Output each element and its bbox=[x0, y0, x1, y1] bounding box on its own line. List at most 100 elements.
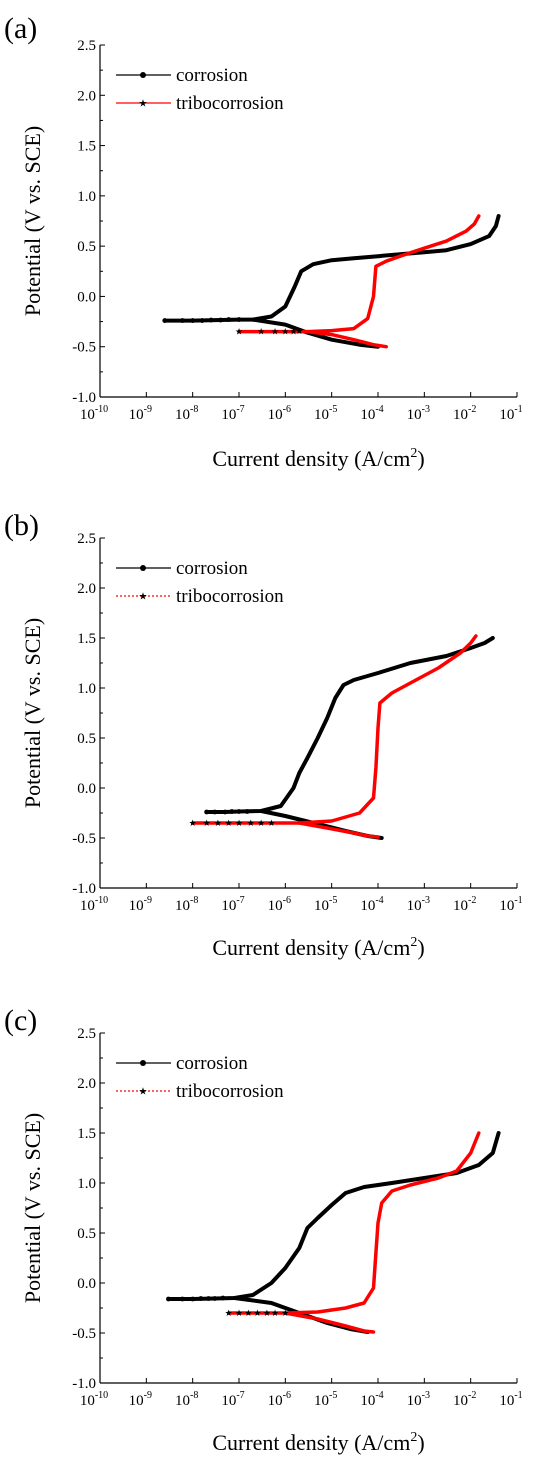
x-tick-label: 10-1 bbox=[499, 1390, 522, 1409]
x-tick-label: 10-6 bbox=[268, 1390, 291, 1409]
data-point bbox=[166, 1296, 171, 1302]
series-tail-tribocorrosion bbox=[239, 330, 300, 333]
series-line-corrosion bbox=[166, 1131, 501, 1301]
x-axis-title: Current density (A/cm2) bbox=[212, 446, 424, 471]
legend-label: corrosion bbox=[176, 65, 248, 86]
legend-marker bbox=[140, 565, 146, 571]
data-point bbox=[190, 1296, 196, 1302]
data-point: ★ bbox=[225, 818, 233, 828]
data-point: ★ bbox=[247, 818, 255, 828]
data-point: ★ bbox=[281, 327, 289, 337]
legend-item-tribocorrosion: ★ tribocorrosion bbox=[116, 586, 284, 607]
y-tick-label: 1.5 bbox=[77, 631, 96, 647]
data-point: ★ bbox=[235, 1308, 243, 1318]
legend-label: corrosion bbox=[176, 558, 248, 579]
x-tick-label: 10-2 bbox=[453, 895, 476, 914]
data-point: ★ bbox=[203, 818, 211, 828]
y-tick-label: 0.5 bbox=[77, 1226, 96, 1242]
y-tick-label: -0.5 bbox=[72, 340, 96, 356]
legend-marker: ★ bbox=[139, 592, 148, 603]
data-point bbox=[229, 809, 235, 814]
series-corrosion bbox=[166, 1131, 501, 1334]
legend-label: tribocorrosion bbox=[176, 1081, 284, 1102]
y-axis-title: Potential (V vs. SCE) bbox=[20, 1113, 45, 1303]
y-tick-label: -1.0 bbox=[72, 881, 96, 897]
y-tick-label: 2.5 bbox=[77, 1026, 96, 1042]
data-point bbox=[226, 317, 232, 322]
x-tick-label: 10-7 bbox=[221, 1390, 244, 1409]
data-point bbox=[179, 1296, 185, 1302]
data-point: ★ bbox=[257, 818, 265, 828]
data-point: ★ bbox=[189, 818, 197, 828]
x-tick-label: 10-6 bbox=[268, 404, 291, 423]
legend-label: tribocorrosion bbox=[176, 93, 284, 114]
data-point: ★ bbox=[244, 1308, 252, 1318]
x-tick-label: 10-3 bbox=[407, 404, 430, 423]
legend-item-tribocorrosion: ★ tribocorrosion bbox=[116, 93, 284, 114]
data-point bbox=[179, 318, 185, 323]
series-line-tribocorrosion bbox=[190, 634, 478, 825]
data-point bbox=[162, 318, 168, 323]
x-tick-label: 10-2 bbox=[453, 404, 476, 423]
panel-label: (c) bbox=[4, 1004, 37, 1037]
legend-marker: ★ bbox=[139, 1087, 148, 1098]
data-point bbox=[212, 1296, 218, 1301]
x-tick-label: 10-5 bbox=[314, 895, 337, 914]
x-tick-label: 10-7 bbox=[221, 895, 244, 914]
legend-item-corrosion: corrosion bbox=[116, 1053, 248, 1074]
x-tick-label: 10-10 bbox=[80, 1390, 108, 1409]
panel-label: (b) bbox=[4, 509, 39, 542]
data-point: ★ bbox=[235, 818, 243, 828]
series-tribocorrosion: ★ ★ ★ ★ ★ ★ ★ ★ bbox=[189, 634, 478, 839]
y-tick-label: 0.5 bbox=[77, 239, 96, 255]
x-tick-label: 10-1 bbox=[499, 404, 522, 423]
x-axis-title: Current density (A/cm2) bbox=[212, 935, 424, 960]
data-point bbox=[236, 809, 242, 814]
data-point: ★ bbox=[267, 818, 275, 828]
series-tribocorrosion: ★ ★ ★ ★ ★★ bbox=[235, 214, 481, 349]
data-point bbox=[220, 1295, 226, 1301]
x-tick-label: 10-10 bbox=[80, 404, 108, 423]
x-tick-label: 10-8 bbox=[175, 895, 198, 914]
panel-label: (a) bbox=[4, 12, 37, 45]
data-point bbox=[206, 1296, 211, 1301]
data-point bbox=[199, 318, 205, 323]
series-line-corrosion bbox=[162, 214, 501, 323]
data-point bbox=[198, 1296, 204, 1301]
y-tick-label: 1.5 bbox=[77, 1126, 96, 1142]
x-tick-label: 10-4 bbox=[360, 404, 383, 423]
data-point bbox=[212, 809, 218, 815]
series-cathodic-branch-corrosion bbox=[250, 317, 380, 349]
data-point bbox=[190, 318, 196, 323]
chart-panel-1: (a) -1.0 -0.5 0.0 0.5 1.0 1.5 2.0 2.5 10-10 10-9 10… bbox=[4, 12, 523, 471]
y-tick-label: 1.0 bbox=[77, 681, 96, 697]
data-point: ★ bbox=[253, 1308, 261, 1318]
y-axis-title: Potential (V vs. SCE) bbox=[20, 618, 45, 808]
data-point: ★ bbox=[295, 326, 303, 336]
data-point: ★ bbox=[257, 327, 265, 337]
x-tick-label: 10-2 bbox=[453, 1390, 476, 1409]
data-point bbox=[208, 317, 214, 323]
legend-marker bbox=[140, 1060, 146, 1066]
y-tick-label: 1.0 bbox=[77, 1176, 96, 1192]
x-tick-label: 10-9 bbox=[129, 1390, 152, 1409]
y-tick-label: 2.0 bbox=[77, 88, 96, 104]
data-point: ★ bbox=[225, 1308, 233, 1318]
y-tick-label: 2.5 bbox=[77, 38, 96, 54]
x-tick-label: 10-3 bbox=[407, 895, 430, 914]
x-tick-label: 10-7 bbox=[221, 404, 244, 423]
y-tick-label: 0.0 bbox=[77, 289, 96, 305]
legend-marker: ★ bbox=[139, 99, 148, 110]
y-tick-label: 0.5 bbox=[77, 731, 96, 747]
x-tick-label: 10-8 bbox=[175, 1390, 198, 1409]
data-point bbox=[236, 317, 242, 322]
x-tick-label: 10-8 bbox=[175, 404, 198, 423]
series-corrosion bbox=[204, 636, 495, 840]
series-cathodic-branch-tribocorrosion bbox=[305, 329, 388, 349]
y-tick-label: -0.5 bbox=[72, 1326, 96, 1342]
series-line-corrosion bbox=[204, 636, 495, 814]
x-axis-title: Current density (A/cm2) bbox=[212, 1430, 424, 1455]
y-axis-title: Potential (V vs. SCE) bbox=[20, 126, 45, 316]
